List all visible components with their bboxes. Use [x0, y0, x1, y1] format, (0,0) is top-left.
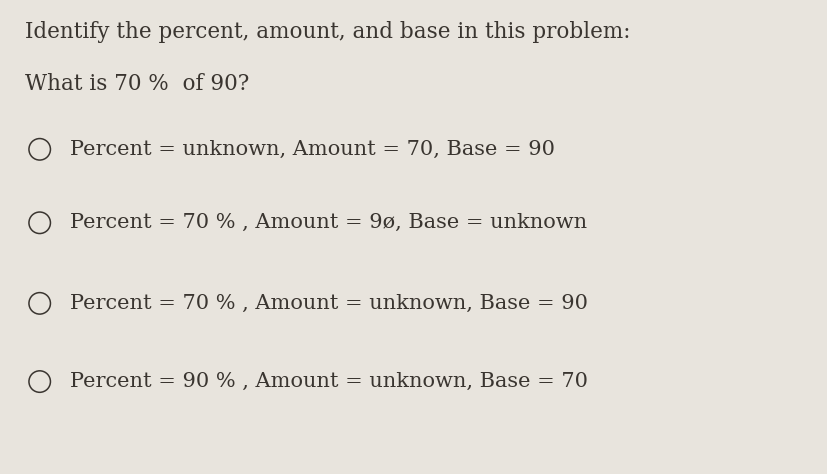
Text: Identify the percent, amount, and base in this problem:: Identify the percent, amount, and base i… [25, 21, 630, 43]
Text: Percent = 90 % , Amount = unknown, Base = 70: Percent = 90 % , Amount = unknown, Base … [70, 372, 588, 391]
Text: Percent = 70 % , Amount = 9ø, Base = unknown: Percent = 70 % , Amount = 9ø, Base = unk… [70, 213, 587, 232]
Text: Percent = 70 % , Amount = unknown, Base = 90: Percent = 70 % , Amount = unknown, Base … [70, 294, 588, 313]
Text: What is 70 %  of 90?: What is 70 % of 90? [25, 73, 249, 95]
Text: Percent = unknown, Amount = 70, Base = 90: Percent = unknown, Amount = 70, Base = 9… [70, 140, 555, 159]
